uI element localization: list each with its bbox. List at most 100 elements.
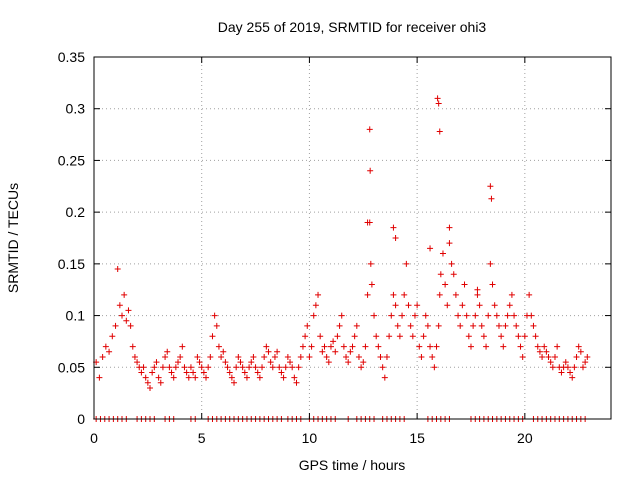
data-point [487,260,494,267]
data-point [567,369,574,376]
data-point [375,343,382,350]
data-point [465,333,472,340]
data-point [377,353,384,360]
data-point [467,343,474,350]
data-point [183,369,190,376]
data-point [362,343,369,350]
data-point [187,364,194,371]
data-point [254,369,261,376]
data-point [319,348,326,355]
data-point [386,333,393,340]
data-point [241,369,248,376]
data-point [162,353,169,360]
data-point [364,219,371,226]
data-point [498,333,505,340]
data-point [504,312,511,319]
data-point [138,369,145,376]
y-tick-label: 0.1 [66,308,86,324]
data-point [99,353,106,360]
data-point [336,322,343,329]
data-point [96,374,103,381]
data-point [222,359,229,366]
data-point [493,312,500,319]
data-point [185,374,192,381]
data-point [194,353,201,360]
data-point [332,348,339,355]
data-point [181,364,188,371]
data-point [198,364,205,371]
data-point [330,338,337,345]
data-point [302,333,309,340]
data-point [403,260,410,267]
data-point [149,369,156,376]
data-point [463,312,470,319]
data-point [435,322,442,329]
data-point [200,369,207,376]
data-point [299,343,306,350]
data-point [388,312,395,319]
data-point [411,312,418,319]
data-point [401,291,408,298]
data-point [112,322,119,329]
data-point [274,348,281,355]
data-point [123,317,130,324]
data-point [569,374,576,381]
data-point [345,359,352,366]
data-point [545,353,552,360]
data-point [455,312,462,319]
data-point [220,348,227,355]
data-point [436,291,443,298]
data-point [383,353,390,360]
data-point [515,333,522,340]
data-point [284,353,291,360]
x-tick-label: 10 [302,430,318,446]
y-axis-label: SRMTID / TECUs [5,183,21,293]
data-point [338,312,345,319]
data-point [513,322,520,329]
data-point [340,343,347,350]
data-point [310,312,317,319]
data-point [461,281,468,288]
y-tick-label: 0.2 [66,204,86,220]
data-point [424,322,431,329]
data-point [409,333,416,340]
data-point [308,343,315,350]
data-point [304,322,311,329]
y-tick-label: 0.15 [58,256,85,272]
data-point [450,271,457,278]
y-tick-label: 0.3 [66,101,86,117]
data-point [437,271,444,278]
data-point [224,364,231,371]
data-points [93,95,591,391]
data-point [534,343,541,350]
data-point [530,322,537,329]
data-point [280,374,287,381]
data-point [541,343,548,350]
data-point [431,364,438,371]
data-point [205,364,212,371]
data-point [446,224,453,231]
data-point [371,312,378,319]
data-point [394,322,401,329]
data-point [127,322,134,329]
data-point [360,359,367,366]
x-axis-label: GPS time / hours [299,457,406,473]
data-point [367,167,374,174]
y-tick-label: 0.25 [58,152,85,168]
data-point [446,240,453,247]
data-point [444,302,451,309]
y-tick-label: 0.35 [58,49,85,65]
data-point [436,128,443,135]
data-point [483,343,490,350]
data-point [190,369,197,376]
data-point [317,333,324,340]
data-point [519,353,526,360]
data-point [265,348,272,355]
data-point [528,312,535,319]
data-point [435,100,442,107]
data-point [472,312,479,319]
data-point [390,291,397,298]
data-point [155,374,162,381]
data-point [575,343,582,350]
data-point [418,353,425,360]
